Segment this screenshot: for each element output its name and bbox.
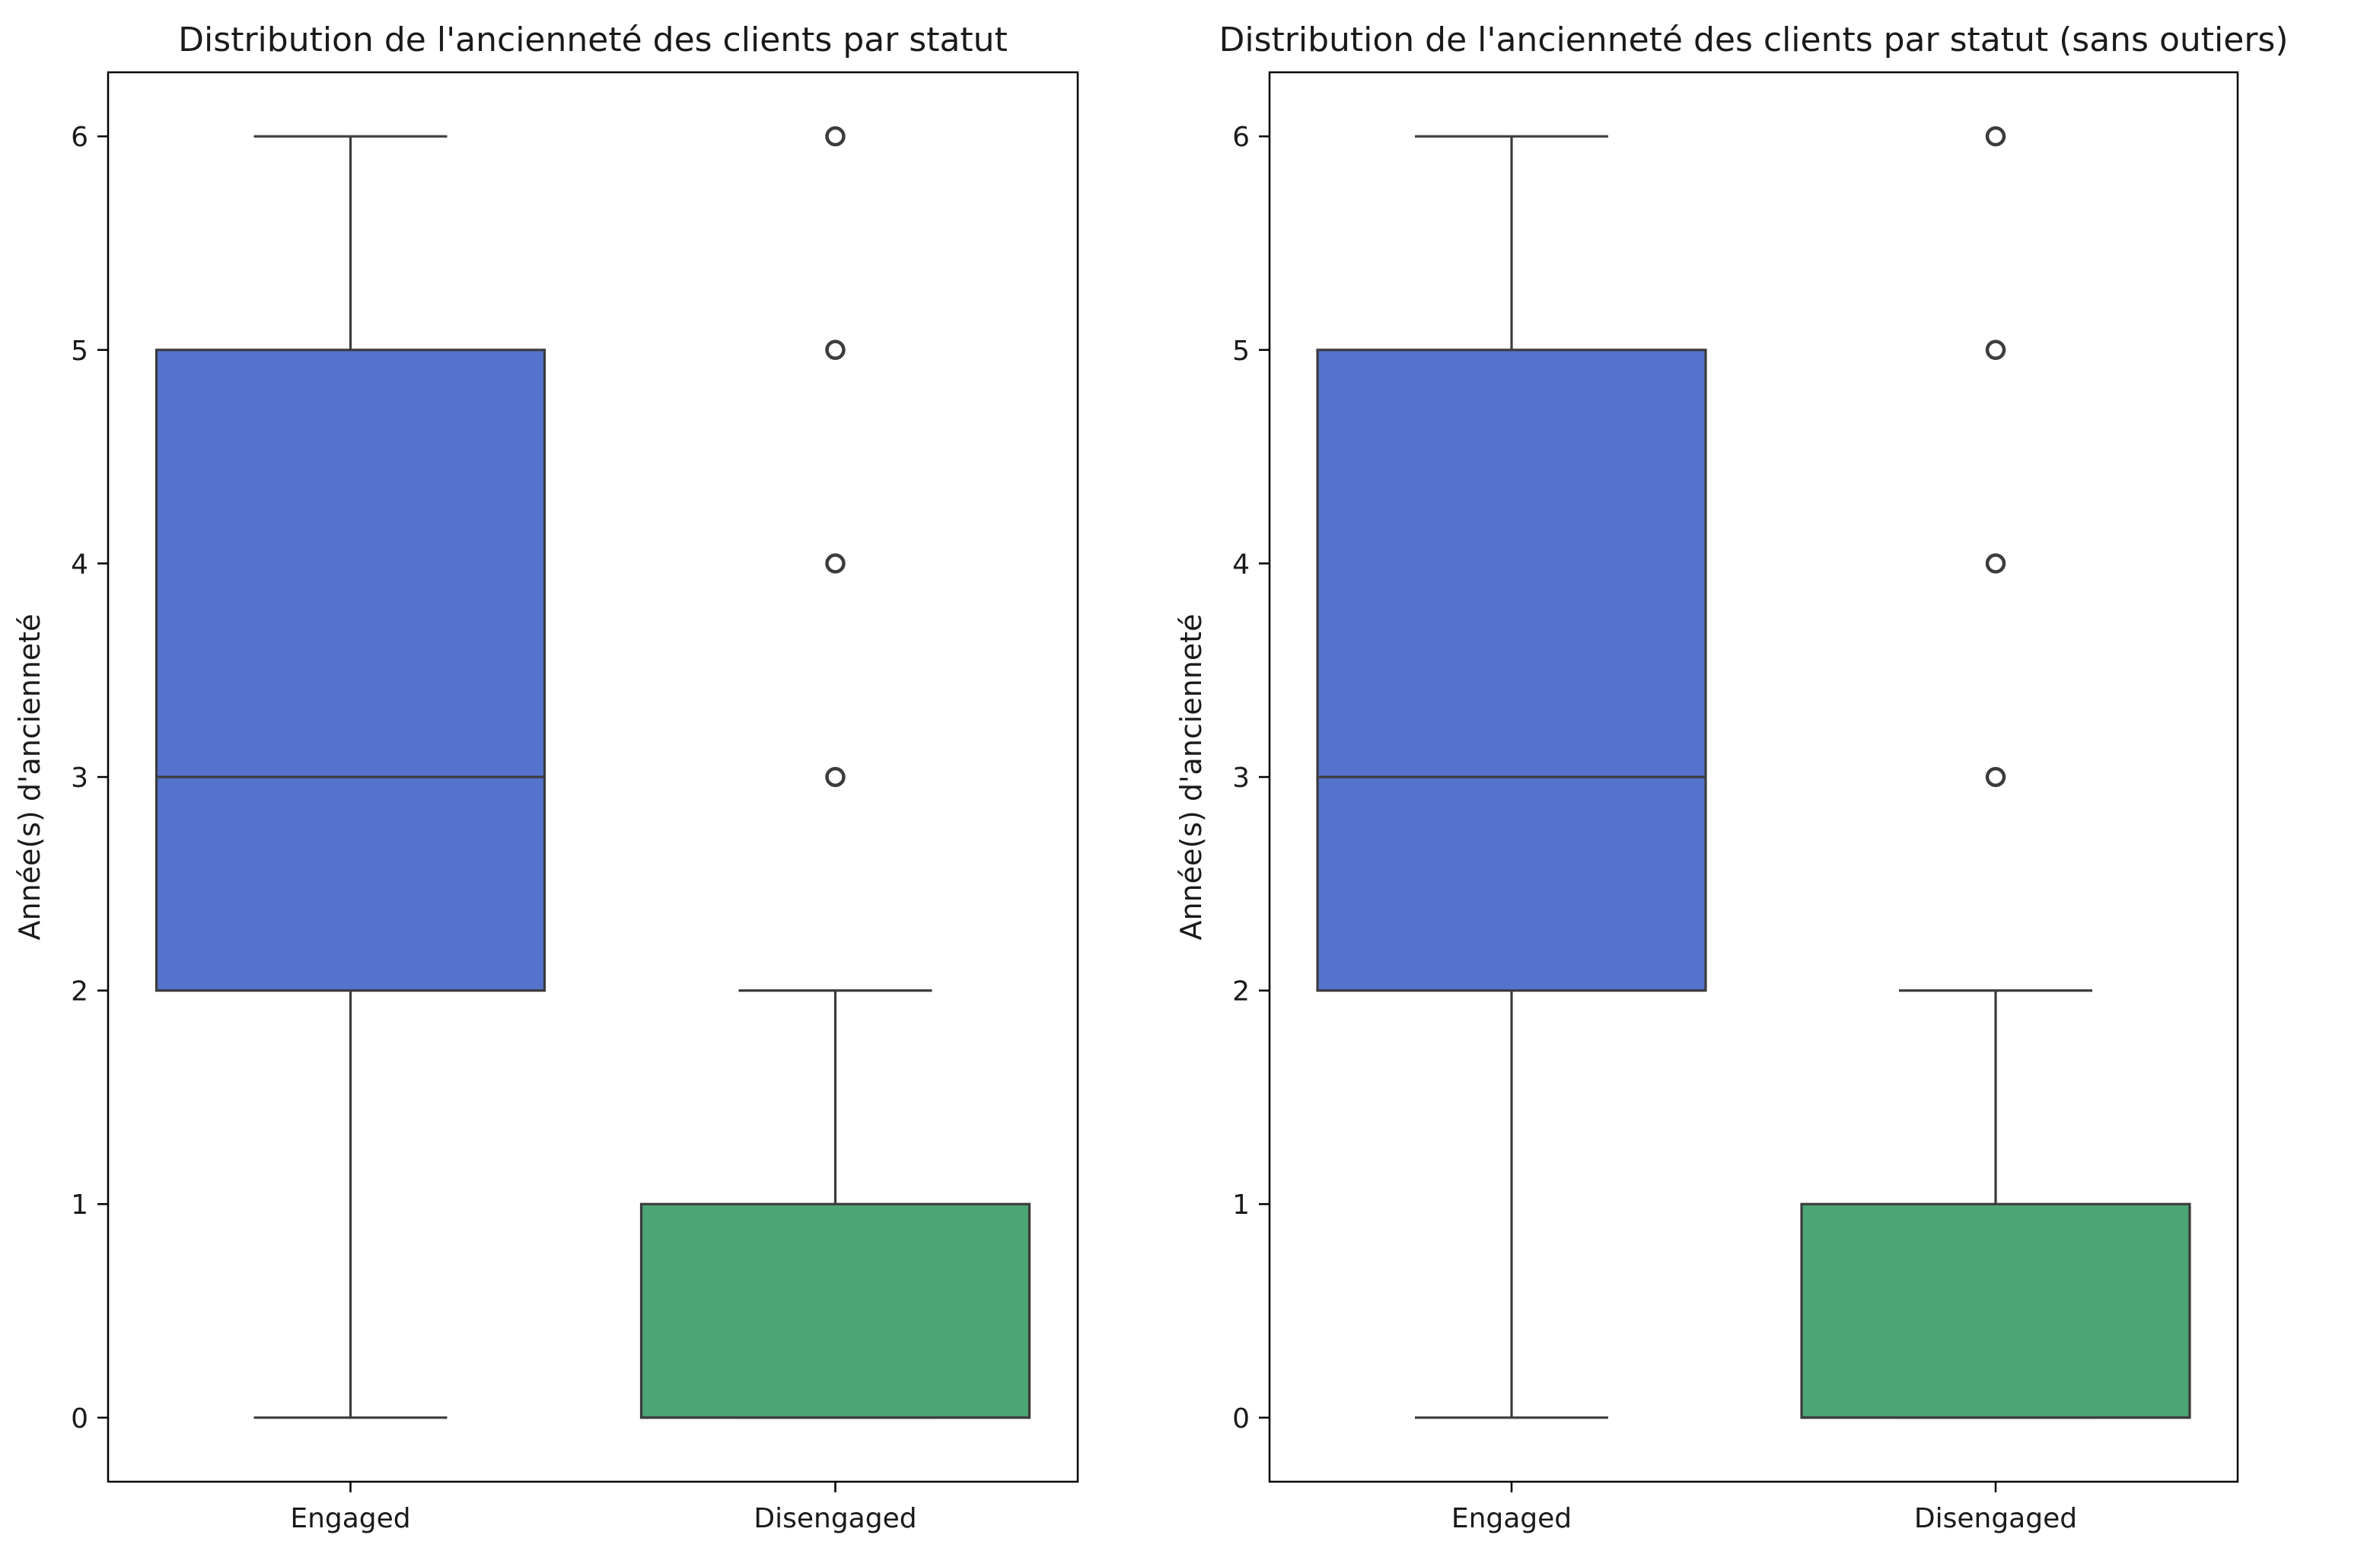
y-tick-label: 1 (71, 1189, 88, 1221)
x-tick-label: Disengaged (754, 1503, 916, 1534)
chart-title: Distribution de l'ancienneté des clients… (178, 21, 1008, 59)
y-tick-label: 5 (71, 336, 88, 367)
y-tick-label: 2 (1232, 976, 1250, 1008)
box-disengaged (639, 126, 1031, 1419)
x-tick-label: Engaged (290, 1503, 410, 1534)
chart-panel-1: 0 1 2 3 4 5 6 Engaged Disengaged Année(s) d'ancie… (13, 21, 1079, 1534)
y-tick-label: 3 (71, 763, 88, 794)
y-tick-label: 1 (1232, 1189, 1250, 1221)
y-tick-label: 4 (71, 549, 88, 580)
outlier-point (1985, 766, 2006, 788)
y-tick-label: 4 (1232, 549, 1250, 580)
y-tick-label: 3 (1232, 763, 1250, 794)
outlier-point (825, 553, 846, 574)
y-tick-label: 5 (1232, 336, 1250, 367)
box-engaged (1316, 135, 1707, 1419)
box-disengaged (1800, 126, 2191, 1419)
outlier-point (1985, 126, 2006, 147)
y-tick-label: 6 (1232, 122, 1250, 153)
y-tick-label: 0 (1232, 1403, 1250, 1435)
y-axis-label: Année(s) d'ancienneté (1174, 613, 1208, 940)
box-iqr (1800, 1202, 2191, 1419)
y-tick-label: 2 (71, 976, 88, 1008)
outlier-point (1985, 339, 2006, 361)
chart-title: Distribution de l'ancienneté des clients… (1219, 21, 2288, 59)
box-engaged (155, 135, 546, 1419)
y-tick-label: 0 (71, 1403, 88, 1435)
outlier-point (825, 126, 846, 147)
box-iqr (639, 1202, 1031, 1419)
y-tick-label: 6 (71, 122, 88, 153)
box-iqr (1316, 349, 1707, 992)
y-axis-label: Année(s) d'ancienneté (13, 613, 46, 940)
chart-panel-2: 0 1 2 3 4 5 6 Engaged Disengaged Année(s) d'ancie… (1174, 21, 2289, 1534)
x-tick-label: Engaged (1451, 1503, 1572, 1534)
box-iqr (155, 349, 546, 992)
outlier-point (1985, 553, 2006, 574)
x-tick-label: Disengaged (1914, 1503, 2077, 1534)
outlier-point (825, 766, 846, 788)
outlier-point (825, 339, 846, 361)
